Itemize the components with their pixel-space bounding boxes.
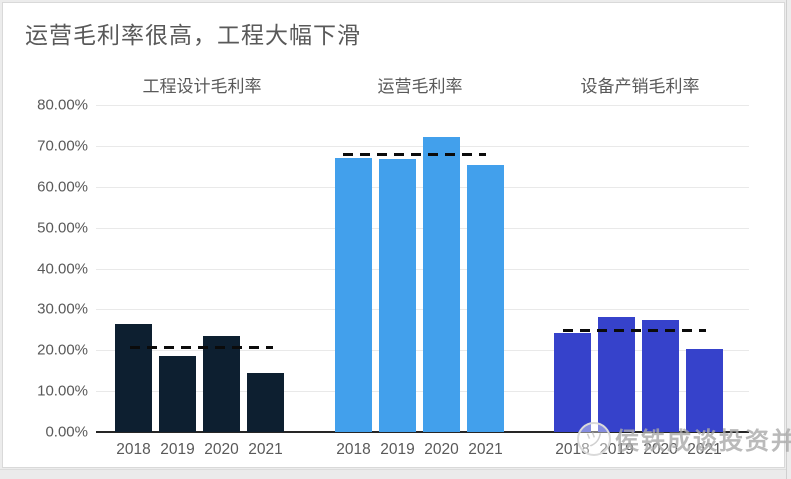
gridline: [96, 145, 749, 147]
average-dashed-line-group1: [130, 346, 273, 350]
x-tick-label: 2019: [599, 441, 634, 458]
bar-2020-group3: [642, 320, 679, 432]
x-tick-label: 2019: [380, 441, 415, 458]
y-tick-label: 80.00%: [37, 96, 88, 114]
gridline: [96, 186, 749, 188]
bottom-border-strip: [0, 469, 791, 479]
bar-2018-group3: [554, 332, 591, 432]
group-label-equipment: 设备产销毛利率: [580, 77, 700, 96]
x-tick-label: 2018: [336, 441, 371, 458]
bar-2021-group1: [247, 372, 284, 432]
chart-title: 运营毛利率很高，工程大幅下滑: [25, 22, 361, 48]
x-tick-label: 2019: [160, 441, 195, 458]
y-tick-label: 50.00%: [37, 219, 88, 237]
x-tick-label: 2018: [116, 441, 151, 458]
bar-2021-group2: [467, 165, 504, 432]
y-tick-label: 70.00%: [37, 137, 88, 155]
y-tick-label: 0.00%: [45, 423, 88, 441]
bar-2019-group3: [598, 316, 635, 432]
y-axis-tick-labels: 80.00% 70.00% 60.00% 50.00% 40.00% 30.00% 20.0…: [3, 97, 88, 441]
plot-area: [96, 105, 749, 433]
gridline: [96, 268, 749, 270]
gridline: [96, 391, 749, 393]
gridline: [96, 227, 749, 229]
x-tick-label: 2018: [555, 441, 590, 458]
average-dashed-line-group2: [343, 153, 486, 157]
y-tick-label: 20.00%: [37, 341, 88, 359]
group-label-engineering-design: 工程设计毛利率: [142, 77, 262, 96]
y-tick-label: 40.00%: [37, 260, 88, 277]
x-tick-label: 2021: [248, 441, 283, 458]
bar-2019-group2: [379, 158, 416, 432]
bar-2021-group3: [686, 349, 723, 432]
gridline: [96, 105, 749, 106]
chart-card: 运营毛利率很高，工程大幅下滑 工程设计毛利率 运营毛利率 设备产销毛利率 80.…: [2, 2, 791, 468]
x-tick-label: 2020: [643, 441, 678, 458]
y-tick-label: 10.00%: [37, 382, 88, 400]
group-label-operations: 运营毛利率: [377, 77, 463, 96]
x-axis-tick-labels: 2018 2019 2020 2021 2018 2019 2020 2021 2018 2019…: [96, 441, 749, 463]
y-tick-label: 30.00%: [37, 300, 88, 318]
bar-2018-group1: [115, 324, 152, 432]
x-tick-label: 2020: [204, 441, 239, 458]
gridline: [96, 350, 749, 352]
average-dashed-line-group3: [563, 328, 706, 332]
bar-2020-group1: [203, 335, 240, 432]
gridline: [96, 309, 749, 311]
x-tick-label: 2020: [424, 441, 459, 458]
bar-2020-group2: [423, 136, 460, 432]
x-tick-label: 2021: [687, 441, 722, 458]
x-tick-label: 2021: [468, 441, 503, 458]
right-border-strip: [786, 0, 791, 479]
x-axis-line: [96, 431, 749, 433]
y-tick-label: 60.00%: [37, 178, 88, 196]
bar-2018-group2: [335, 157, 372, 432]
bar-2019-group1: [159, 356, 196, 432]
